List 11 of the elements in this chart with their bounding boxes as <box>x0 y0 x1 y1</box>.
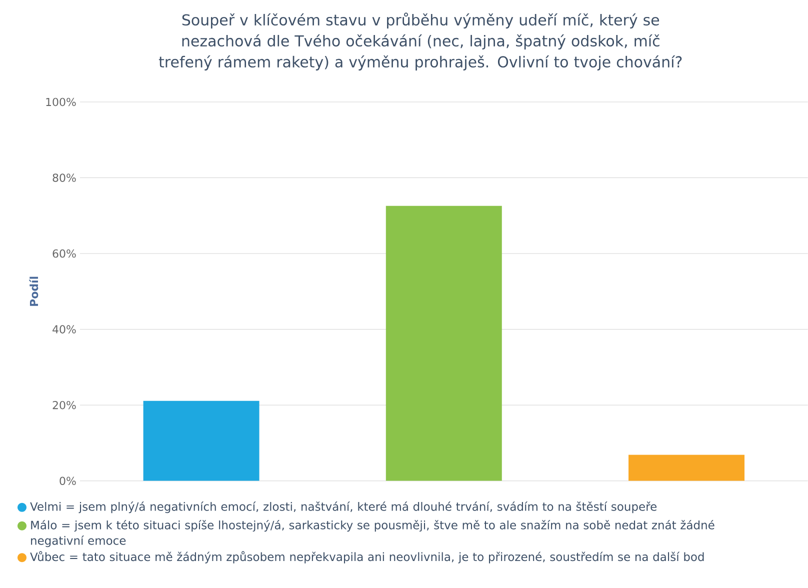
y-tick-label: 80% <box>52 174 76 182</box>
y-tick-label: 20% <box>52 401 76 410</box>
legend-label: Vůbec = tato situace mě žádným způsobem nepřekvapila ani neovlivnila, je to přirozené, soustředím se na další bod <box>30 551 704 564</box>
chart-title: Soupeř v klíčovém stavu v průběhu výměny udeří míč, který se nezachová dle Tvého očekávání (nec, lajna, špatný odskok, míč trefený rámem rakety) a výměnu prohraješ. Ovlivní to tvoje chování? <box>158 12 682 71</box>
y-axis-title: Podíl <box>29 276 38 306</box>
y-tick-label: 100% <box>46 98 76 106</box>
y-tick-label: 40% <box>52 325 76 334</box>
y-tick-label: 60% <box>52 249 76 258</box>
legend-label: Málo = jsem k této situaci spíše lhostejný/á, sarkasticky se pousměji, štve mě to ale snažím na sobě nedat znát žádné negativní emoce <box>31 520 714 548</box>
legend-label: Velmi = jsem plný/á negativních emocí, zlosti, naštvání, které má dlouhé trvání, svádím to na štěstí soupeře <box>30 502 657 514</box>
y-tick-label: 0% <box>60 476 76 486</box>
